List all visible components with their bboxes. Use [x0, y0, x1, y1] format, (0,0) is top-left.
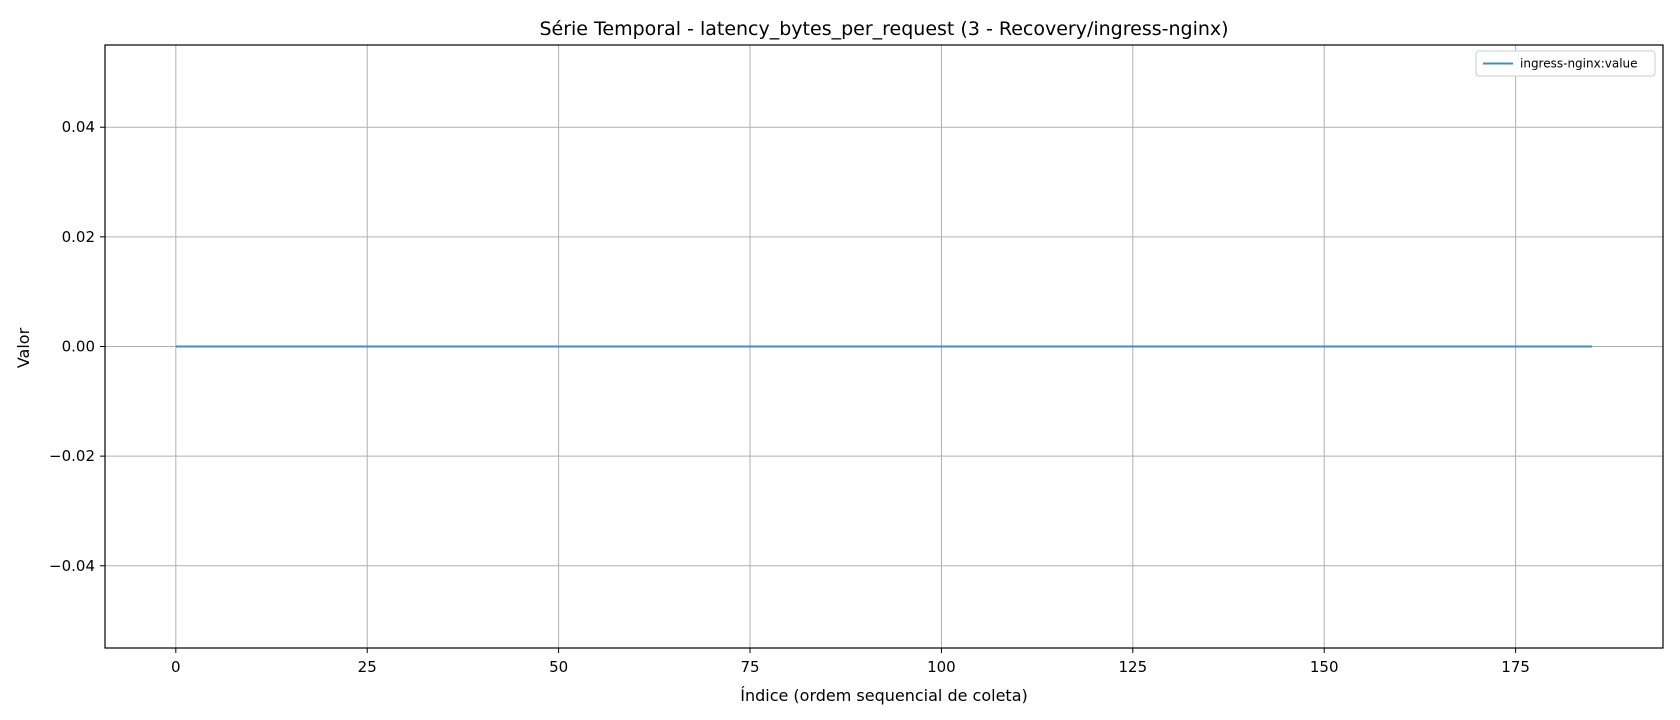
legend: ingress-nginx:value [1475, 50, 1656, 77]
x-axis-ticks: 0 25 50 75 100 125 150 175 [171, 648, 1530, 676]
chart-title: Série Temporal - latency_bytes_per_reque… [539, 18, 1228, 40]
y-tick-label: 0.04 [62, 118, 95, 136]
x-tick-label: 0 [171, 658, 181, 676]
x-tick-label: 75 [740, 658, 759, 676]
y-axis-label: Valor [14, 327, 33, 368]
y-tick-label: 0.02 [62, 228, 95, 246]
y-tick-label: 0.00 [62, 338, 95, 356]
x-tick-label: 150 [1310, 658, 1339, 676]
y-tick-label: −0.04 [49, 557, 95, 575]
y-axis-ticks: −0.04 −0.02 0.00 0.02 0.04 [49, 118, 105, 575]
x-tick-label: 50 [549, 658, 568, 676]
legend-box [1475, 50, 1656, 77]
x-tick-label: 100 [927, 658, 956, 676]
legend-entry-ingress-nginx-value: ingress-nginx:value [1520, 57, 1638, 71]
x-tick-label: 125 [1119, 658, 1148, 676]
x-tick-label: 175 [1501, 658, 1530, 676]
x-axis-label: Índice (ordem sequencial de coleta) [740, 686, 1028, 705]
y-tick-label: −0.02 [49, 447, 95, 465]
x-tick-label: 25 [358, 658, 377, 676]
